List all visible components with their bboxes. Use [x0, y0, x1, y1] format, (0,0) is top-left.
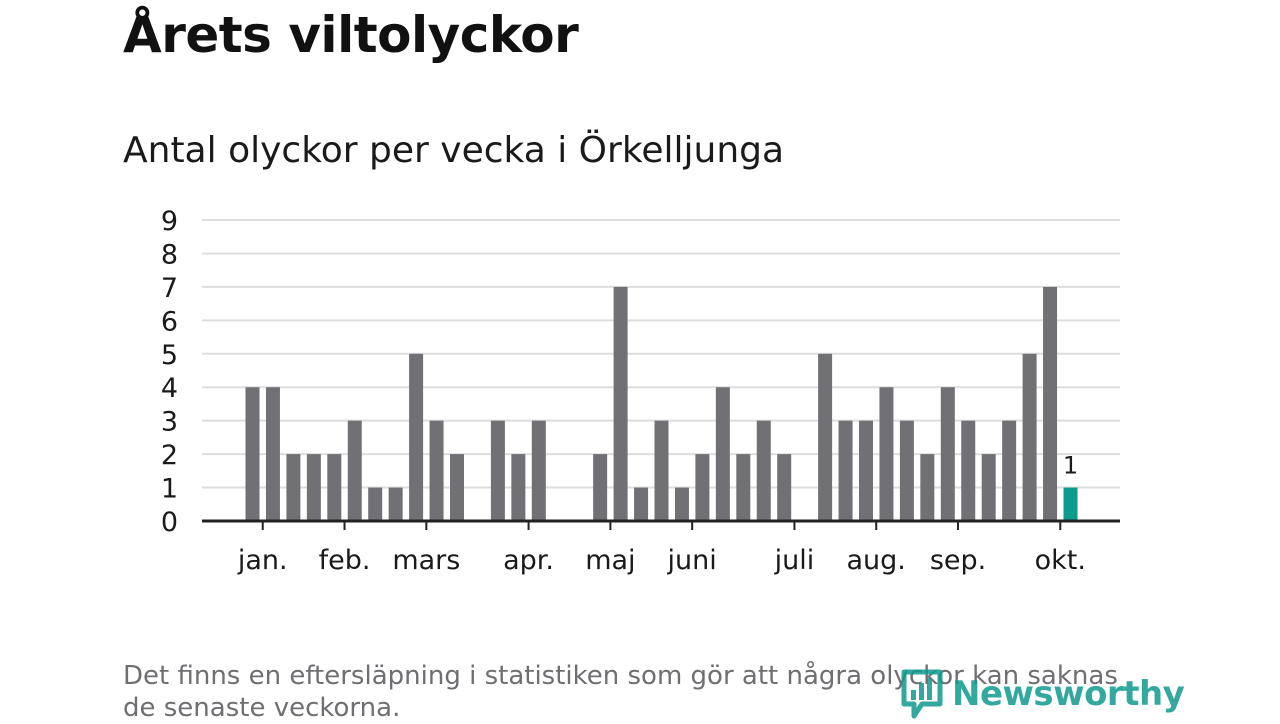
- y-tick-label: 2: [161, 440, 178, 471]
- y-tick-label: 4: [161, 373, 178, 404]
- bar: [674, 487, 689, 521]
- bar: [368, 487, 383, 521]
- data-labels: 1: [1063, 452, 1078, 480]
- bar: [695, 454, 710, 521]
- x-tick-label: sep.: [930, 545, 986, 576]
- bar: [859, 420, 873, 521]
- bar: [736, 454, 751, 521]
- x-tick-label: mars: [392, 545, 460, 576]
- bar: [613, 286, 628, 521]
- bar: [1022, 353, 1037, 521]
- x-axis-ticks: jan. feb. mars apr. maj juni juli aug. sep. okt.: [237, 521, 1086, 576]
- brand-name: Newsworthy: [952, 674, 1185, 714]
- y-tick-label: 0: [161, 507, 178, 538]
- grid-lines: [202, 219, 1120, 489]
- bar: [879, 387, 894, 521]
- bars: [245, 286, 1078, 521]
- x-tick-label: apr.: [503, 545, 554, 576]
- bar: [654, 420, 669, 521]
- y-tick-label: 9: [161, 206, 178, 237]
- bar: [756, 420, 771, 521]
- bar: [920, 454, 935, 521]
- bar: [265, 387, 280, 521]
- bar: [777, 454, 792, 521]
- bar: [286, 454, 301, 521]
- bar: [327, 454, 342, 521]
- bar: [531, 420, 546, 521]
- bar: [634, 487, 649, 521]
- chart-subtitle: Antal olyckor per vecka i Örkelljunga: [123, 130, 785, 171]
- bar: [961, 420, 976, 521]
- y-tick-label: 7: [161, 273, 178, 304]
- bar: [245, 387, 260, 521]
- newsworthy-logo-icon: [901, 669, 943, 719]
- bar: [899, 420, 914, 521]
- page-title: Årets viltolyckor: [123, 6, 579, 64]
- bar-highlight: [1063, 487, 1078, 521]
- bar: [429, 420, 444, 521]
- bar: [1002, 420, 1017, 521]
- x-tick-label: juli: [774, 545, 815, 576]
- bar: [409, 353, 424, 521]
- brand-logo: Newsworthy: [900, 668, 1185, 720]
- y-tick-label: 5: [161, 340, 178, 371]
- y-tick-label: 8: [161, 239, 178, 270]
- bar: [593, 454, 608, 521]
- bar-value-label: 1: [1063, 452, 1078, 480]
- bar: [511, 454, 526, 521]
- x-tick-label: feb.: [319, 545, 371, 576]
- x-tick-label: maj: [585, 545, 635, 576]
- x-tick-label: okt.: [1035, 545, 1086, 576]
- y-tick-label: 3: [161, 407, 178, 438]
- bar: [940, 387, 955, 521]
- y-tick-label: 1: [161, 474, 178, 505]
- x-tick-label: juni: [667, 545, 717, 576]
- bar: [981, 454, 996, 521]
- x-tick-label: aug.: [847, 545, 906, 576]
- bar: [715, 387, 730, 521]
- bar: [838, 420, 853, 521]
- bar: [450, 454, 464, 521]
- bar: [818, 353, 833, 521]
- footnote: Det finns en eftersläpning i statistiken…: [123, 661, 1118, 723]
- bar: [490, 420, 505, 521]
- bar: [388, 487, 403, 521]
- y-tick-label: 6: [161, 306, 178, 337]
- bar: [1043, 286, 1058, 521]
- bar: [347, 420, 362, 521]
- x-tick-label: jan.: [237, 545, 288, 576]
- bar: [306, 454, 321, 521]
